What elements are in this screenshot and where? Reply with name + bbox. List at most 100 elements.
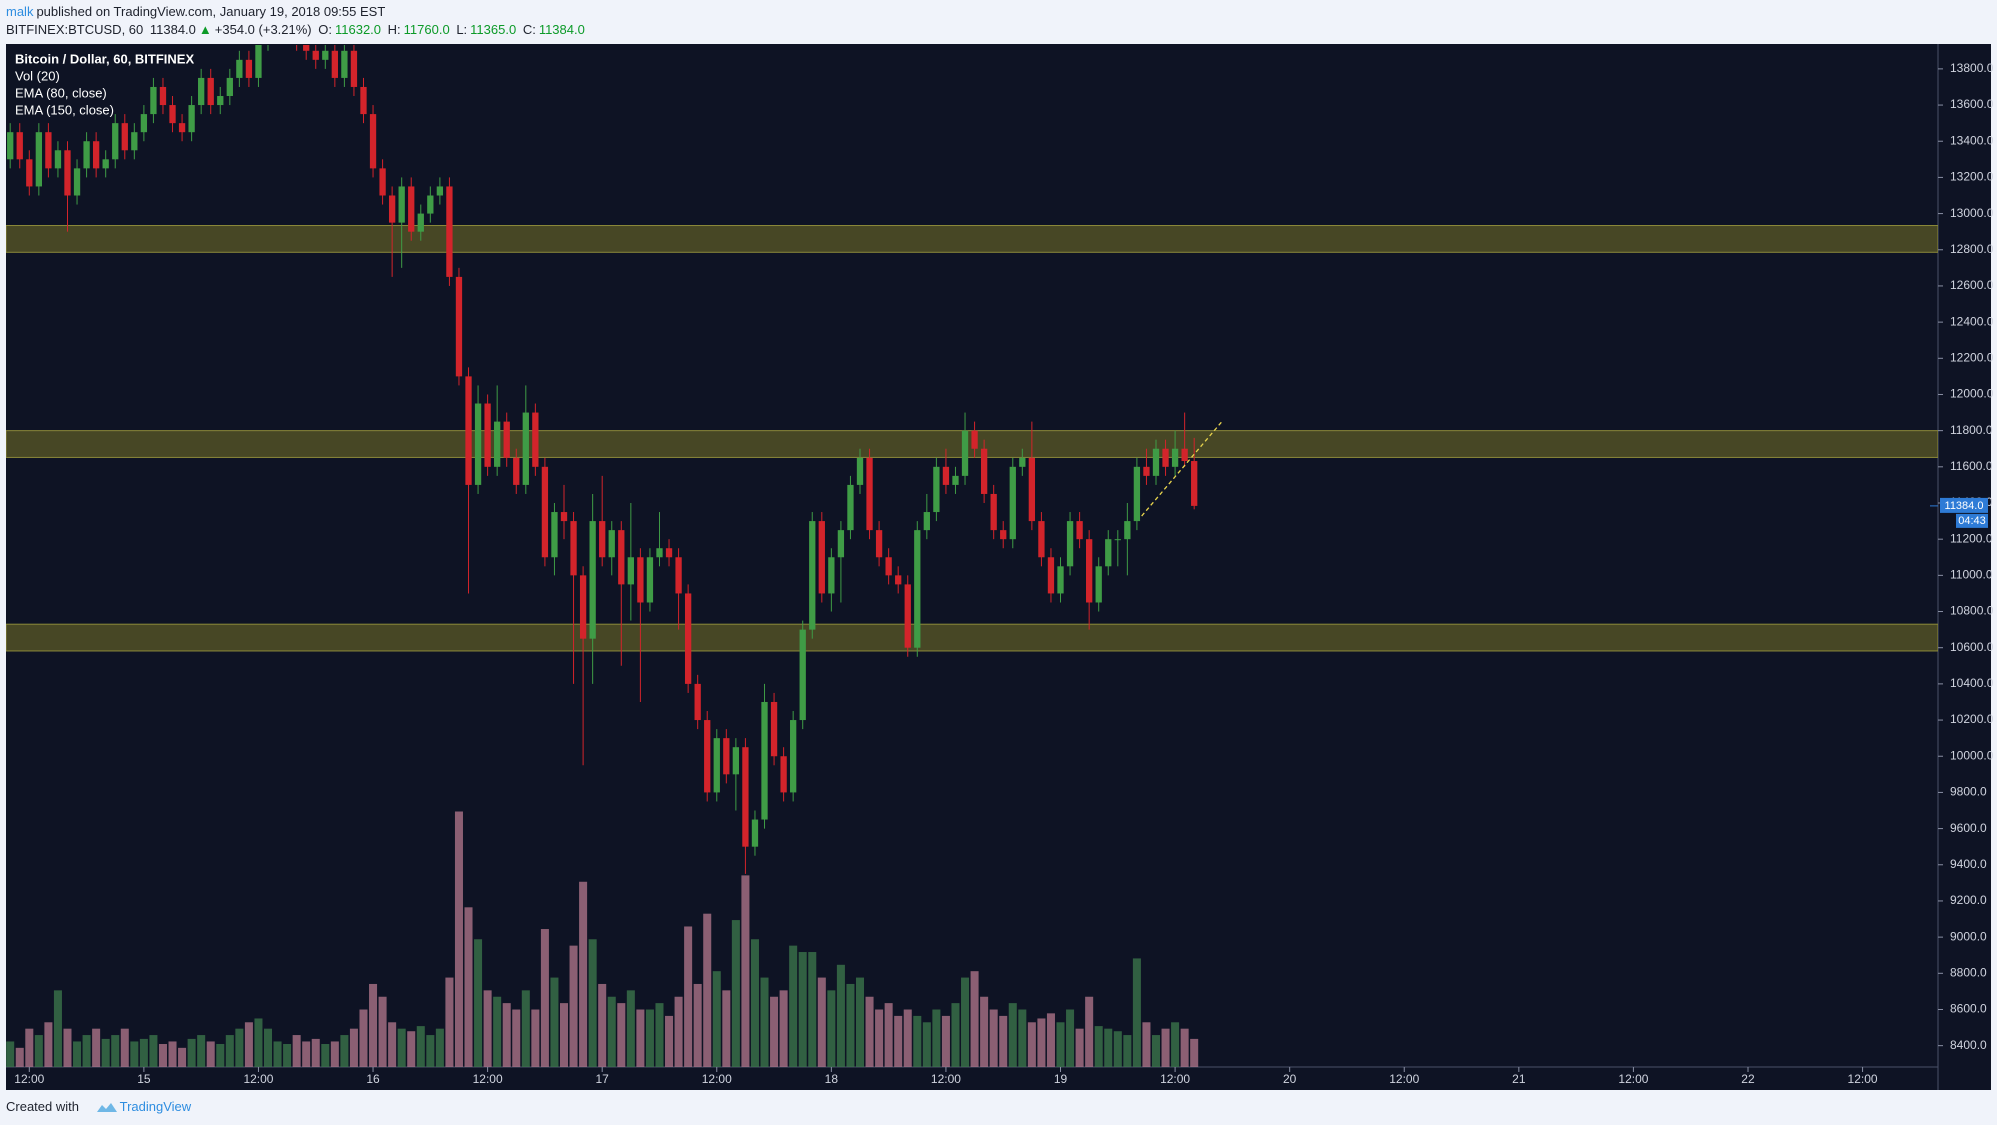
candle-body	[217, 96, 224, 106]
candle-body	[818, 521, 825, 594]
volume-bar	[932, 1009, 941, 1067]
candle-body	[1114, 539, 1121, 541]
volume-bar	[187, 1038, 196, 1067]
x-tick-label: 18	[825, 1072, 839, 1086]
candle-body	[770, 701, 778, 757]
o-value: 11632.0	[335, 22, 382, 37]
y-tick-label: 8400.0	[1950, 1038, 1987, 1052]
candle-body	[350, 50, 358, 87]
volume-bar	[531, 1009, 540, 1067]
candle-body	[198, 77, 205, 106]
candle-body	[178, 123, 186, 133]
l-label: L:	[456, 22, 468, 37]
plot	[6, 6, 1938, 1067]
candle-body	[255, 45, 262, 78]
candle-body	[522, 412, 529, 485]
candle-body	[226, 77, 233, 97]
volume-bar	[970, 971, 979, 1067]
arrow: ▲	[198, 22, 212, 37]
volume-bar	[703, 913, 712, 1067]
candle-body	[131, 132, 138, 151]
x-tick-label: 15	[137, 1072, 151, 1086]
candle-body	[398, 186, 405, 223]
price-tag-label: 11384.0	[1945, 500, 1984, 512]
author[interactable]: malk	[6, 4, 34, 19]
volume-bar	[951, 1003, 960, 1067]
candle-body	[541, 466, 549, 558]
volume-bar	[321, 1044, 330, 1067]
candle-body	[751, 819, 759, 847]
candle-body	[1019, 457, 1026, 467]
volume-bar	[1056, 1022, 1065, 1067]
volume-bar	[645, 1009, 654, 1067]
l-value: 11365.0	[470, 22, 517, 37]
volume-bar	[1085, 996, 1094, 1067]
volume-bar	[340, 1035, 349, 1067]
candle-body	[484, 403, 491, 467]
candle-body	[169, 105, 176, 124]
candle-body	[1009, 466, 1016, 540]
candle-body	[408, 186, 415, 232]
candle-body	[121, 123, 128, 151]
candle-body	[331, 50, 338, 78]
volume-bar	[1180, 1028, 1189, 1067]
y-tick-label: 8800.0	[1950, 965, 1987, 979]
candle-body	[284, 6, 290, 15]
volume-bar	[445, 977, 454, 1067]
candle-body	[675, 557, 682, 594]
candle-body	[856, 457, 864, 485]
volume-bar	[197, 1035, 206, 1067]
candle-body	[303, 45, 310, 51]
legend-entry: EMA (150, close)	[15, 102, 114, 117]
volume-bar	[1132, 958, 1141, 1067]
candle-body	[379, 168, 386, 196]
y-tick-label: 10000.0	[1950, 748, 1994, 762]
volume-bar	[789, 945, 798, 1067]
candle-body	[646, 557, 654, 603]
volume-bar	[454, 811, 463, 1067]
candle-body	[799, 629, 806, 721]
y-tick-label: 13000.0	[1950, 206, 1994, 220]
candle-body	[388, 195, 396, 223]
volume-bar	[44, 1022, 53, 1067]
volume-bar	[989, 1009, 998, 1067]
candle-body	[837, 530, 845, 558]
volume-bar	[855, 977, 865, 1067]
created-with: Created with	[6, 1099, 79, 1114]
volume-bar	[1037, 1018, 1046, 1067]
candle-body	[427, 195, 434, 214]
candle-body	[360, 86, 367, 115]
legend-entry: Vol (20)	[15, 68, 60, 83]
candle-body	[942, 466, 950, 485]
candle-body	[895, 575, 902, 585]
volume-bar	[598, 983, 607, 1067]
volume-bar	[330, 1041, 339, 1067]
y-tick-label: 10400.0	[1950, 676, 1994, 690]
candle-body	[159, 86, 167, 106]
volume-bar	[216, 1044, 225, 1067]
brand[interactable]: TradingView	[119, 1099, 192, 1114]
volume-bar	[770, 996, 779, 1067]
candle-body	[637, 557, 644, 603]
candle-body	[322, 50, 329, 60]
candle-body	[704, 720, 711, 793]
volume-bar	[817, 977, 826, 1067]
volume-bar	[397, 1028, 406, 1067]
candle-body	[627, 557, 634, 585]
candle-body	[532, 412, 539, 467]
candle-body	[54, 150, 62, 169]
x-tick-label: 12:00	[473, 1072, 503, 1086]
volume-bar	[139, 1038, 148, 1067]
volume-bar	[961, 977, 970, 1067]
candle-body	[589, 521, 596, 639]
volume-bar	[225, 1035, 234, 1067]
volume-bar	[283, 1044, 292, 1067]
volume-bar	[1161, 1028, 1170, 1067]
candle-body	[866, 457, 873, 531]
candle-body	[1133, 466, 1141, 522]
candle-body	[1086, 539, 1093, 603]
volume-bar	[311, 1038, 320, 1067]
volume-bar	[302, 1041, 311, 1067]
x-tick-label: 17	[596, 1072, 610, 1086]
candle-body	[274, 15, 280, 24]
